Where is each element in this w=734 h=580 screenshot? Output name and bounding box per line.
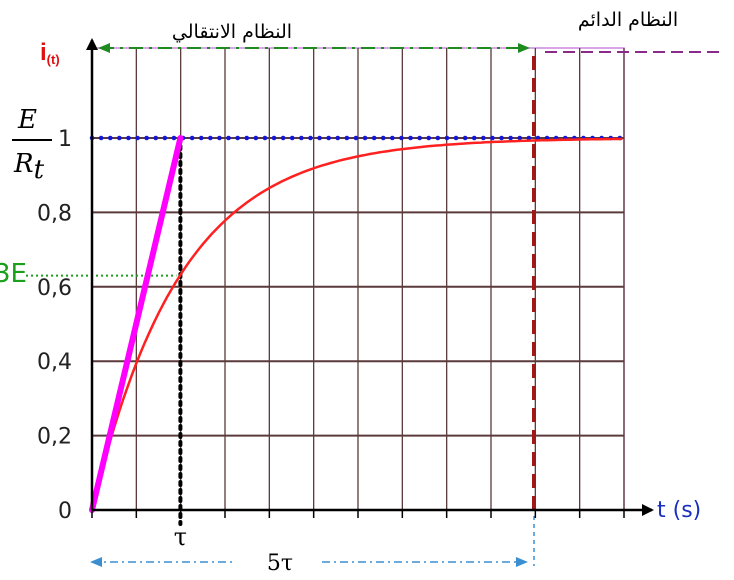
y-tick-label: 0,6: [37, 276, 72, 301]
y-tick-label: 0,2: [37, 425, 72, 450]
series: [89, 135, 623, 513]
y-tick-label: 0,8: [37, 201, 72, 226]
steady-region-label: النظام الدائم: [578, 9, 678, 31]
exponential-curve: [90, 137, 623, 511]
y-tick-label: 0: [58, 499, 72, 524]
y-tick-label: 1: [58, 127, 72, 152]
asymptote-label: E Rt: [12, 105, 52, 185]
tangent-line: [89, 135, 184, 513]
overlays: [26, 43, 724, 567]
x-mark-label-tau: τ: [174, 523, 187, 551]
tau-marker-partial-label: 3E: [0, 259, 27, 289]
y-tick-label: 0,4: [37, 350, 72, 375]
asymptote-numerator: E: [17, 105, 37, 135]
asymptote-denominator: Rt: [13, 149, 45, 185]
x-mark-label-five-tau: 5τ: [267, 551, 293, 576]
labels: 0 0,2 0,4 0,6 0,8 1 τ 5τ: [37, 127, 293, 576]
grid: [91, 47, 625, 511]
transient-region-label: النظام الانتقالي: [172, 21, 292, 43]
axes: [86, 38, 654, 518]
y-axis-title-main: i: [40, 39, 47, 66]
y-axis-title: i(t): [40, 39, 60, 67]
y-axis-title-sub: (t): [47, 52, 60, 67]
x-axis-title: t (s): [657, 498, 701, 523]
